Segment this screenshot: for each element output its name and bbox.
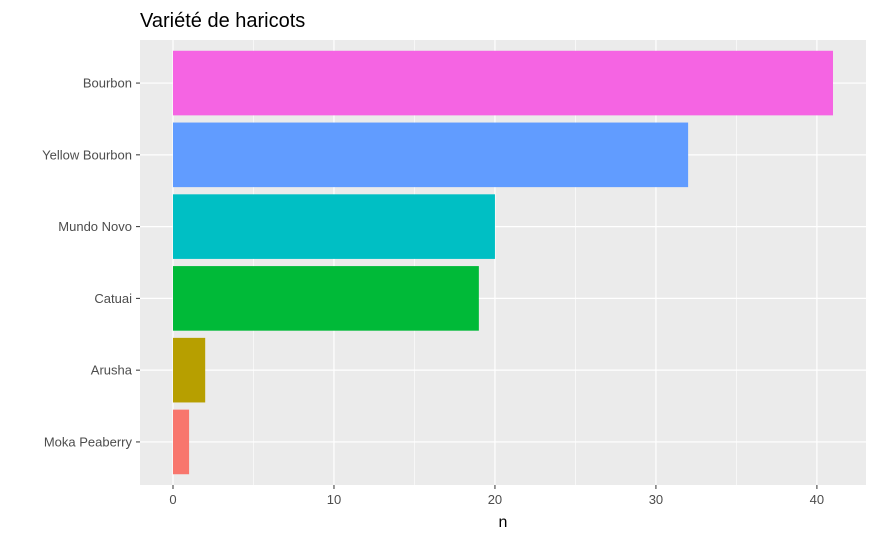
x-axis-title: n [499, 514, 508, 531]
x-axis: 0 10 20 30 40 [169, 485, 824, 507]
chart-title: Variété de haricots [140, 10, 305, 32]
bar [173, 122, 689, 188]
y-tick-label: Moka Peaberry [44, 434, 133, 449]
bar [173, 194, 495, 259]
bar [173, 409, 190, 475]
y-tick-label: Arusha [91, 363, 133, 378]
x-tick-label: 30 [649, 492, 663, 507]
bar [173, 50, 833, 116]
y-tick-label: Bourbon [83, 76, 132, 91]
x-tick-label: 20 [488, 492, 502, 507]
bars [173, 50, 833, 475]
y-tick-label: Catuai [94, 291, 132, 306]
y-tick-label: Yellow Bourbon [42, 147, 132, 162]
y-axis: Moka Peaberry Arusha Catuai Mundo Novo Yello… [42, 76, 140, 449]
bar [173, 337, 206, 403]
bar [173, 266, 479, 331]
x-tick-label: 40 [810, 492, 824, 507]
x-tick-label: 0 [169, 492, 176, 507]
y-tick-label: Mundo Novo [58, 219, 132, 234]
x-tick-label: 10 [327, 492, 341, 507]
